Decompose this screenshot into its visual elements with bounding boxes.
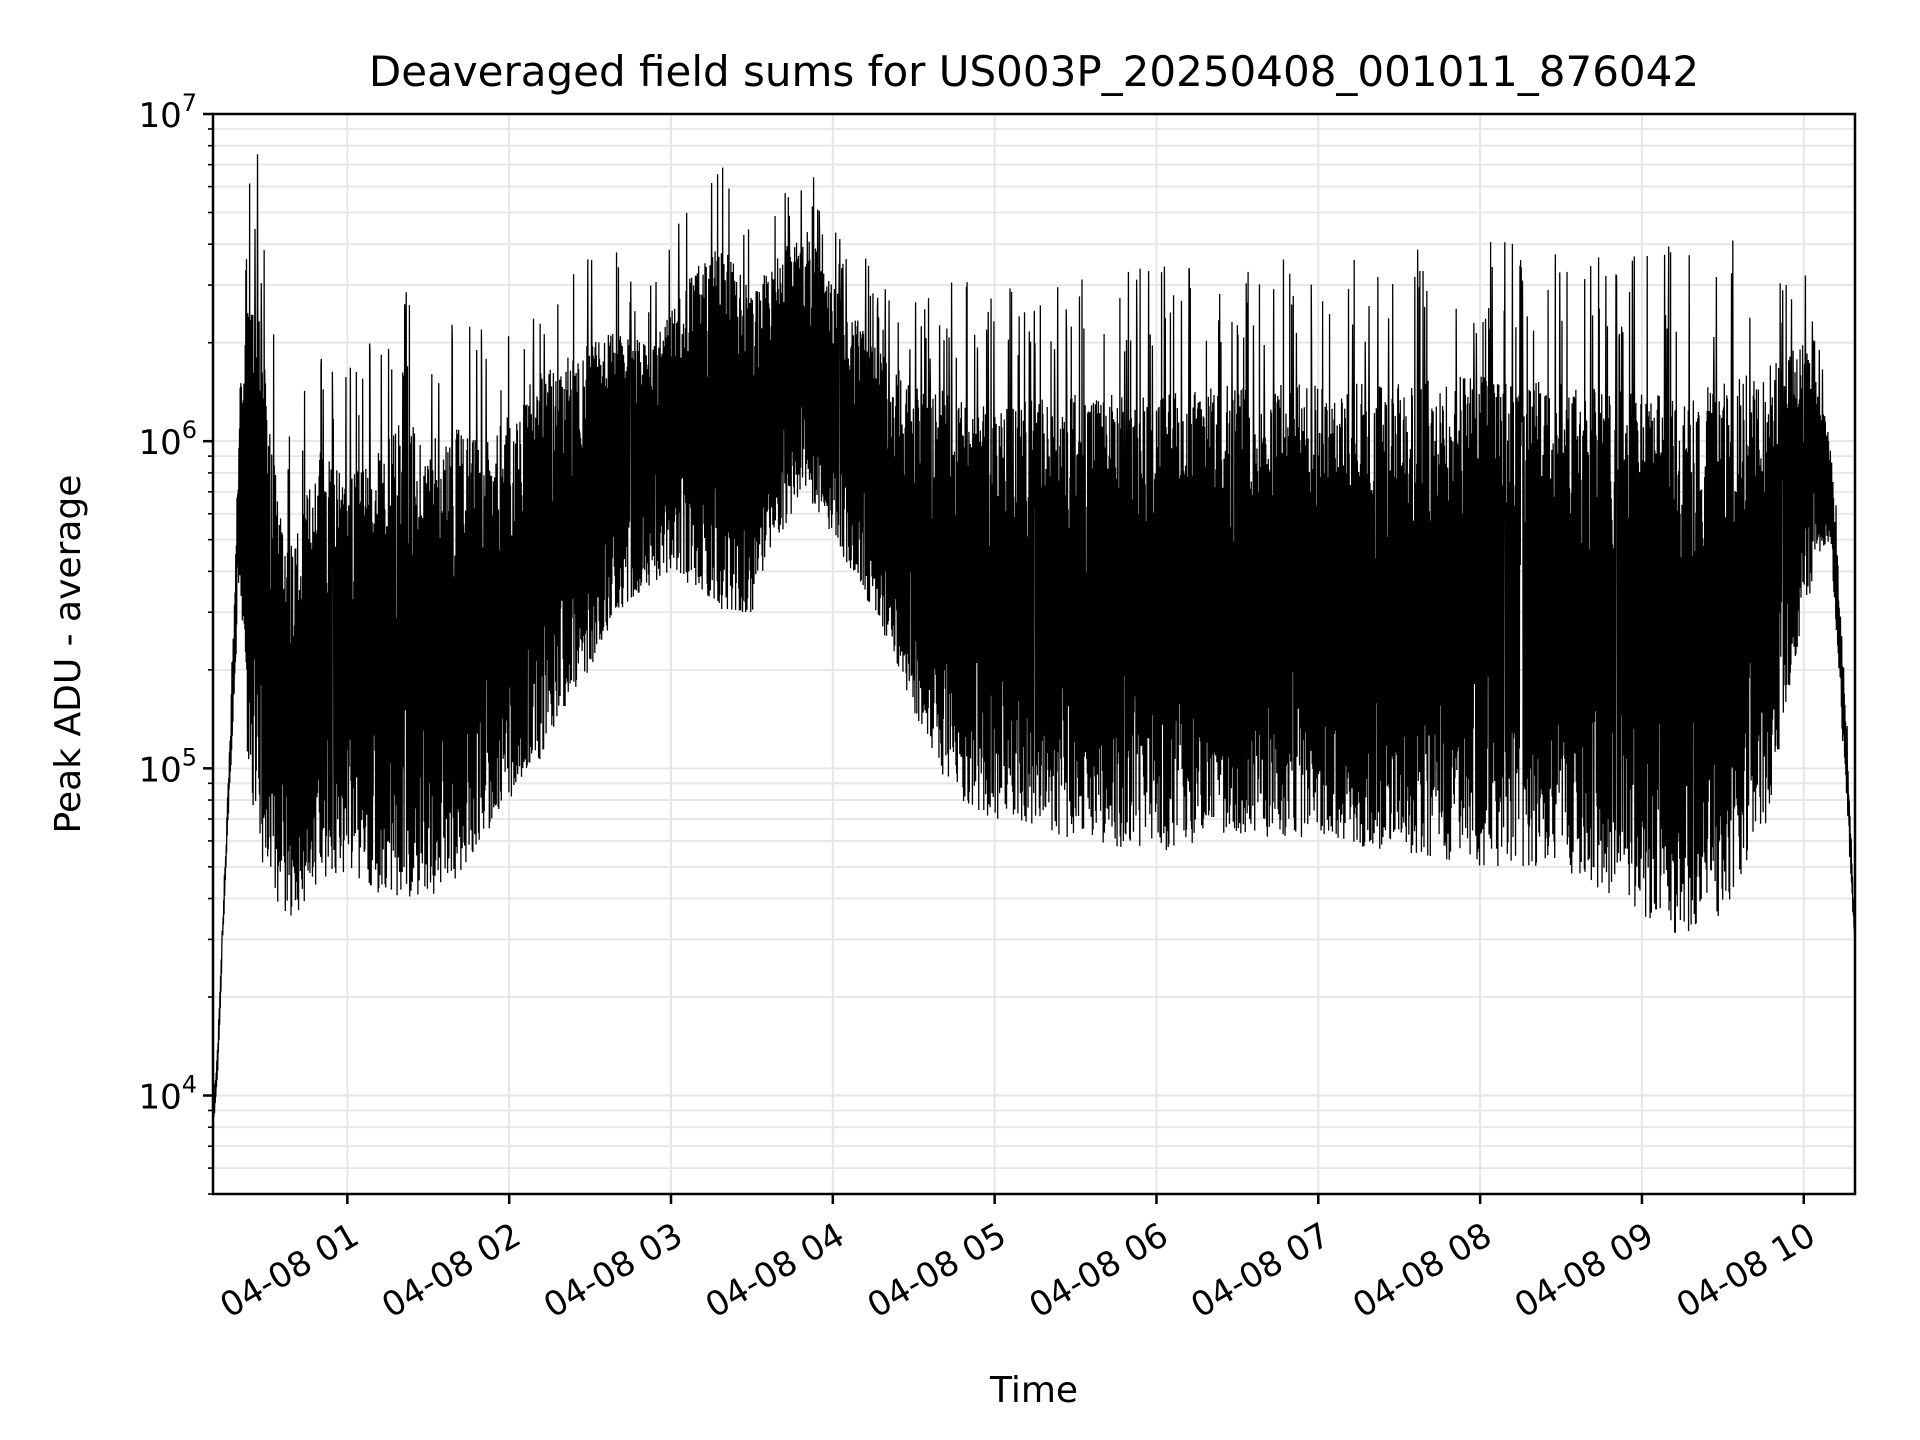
x-axis-label: Time: [989, 1370, 1078, 1411]
plot-frame: [211, 112, 1857, 1196]
series-line: [212, 154, 1856, 1130]
chart-title: Deaveraged field sums for US003P_2025040…: [369, 47, 1699, 96]
y-axis-label: Peak ADU - average: [48, 475, 89, 834]
y-tick-label: 106: [138, 416, 197, 463]
y-tick-label: 105: [138, 743, 197, 790]
y-tick-label: 104: [138, 1071, 197, 1118]
y-tick-label: 107: [138, 89, 197, 136]
